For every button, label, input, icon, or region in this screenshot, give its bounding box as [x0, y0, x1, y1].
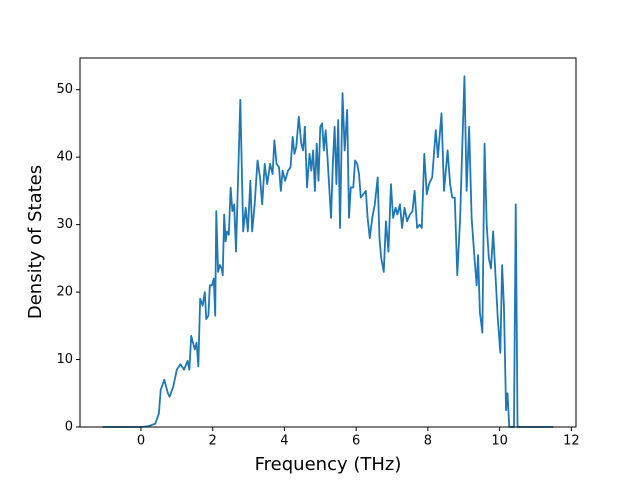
y-tick-label: 40: [56, 150, 73, 165]
plot-frame: [79, 57, 577, 428]
line: [102, 75, 554, 428]
y-axis-label: Density of States: [25, 165, 46, 319]
x-axis-label: Frequency (THz): [255, 454, 402, 475]
y-tick-label: 10: [56, 352, 73, 367]
x-tick-label: 10: [491, 434, 508, 449]
x-tick-label: 8: [424, 434, 432, 449]
y-tick-label: 30: [56, 217, 73, 232]
y-tick-label: 0: [65, 420, 73, 435]
x-tick-label: 0: [137, 434, 145, 449]
x-tick-label: 6: [352, 434, 360, 449]
y-tick-label: 50: [56, 82, 73, 97]
x-tick-label: 4: [280, 434, 288, 449]
x-tick-label: 12: [563, 434, 580, 449]
y-tick-label: 20: [56, 285, 73, 300]
x-tick-label: 2: [209, 434, 217, 449]
